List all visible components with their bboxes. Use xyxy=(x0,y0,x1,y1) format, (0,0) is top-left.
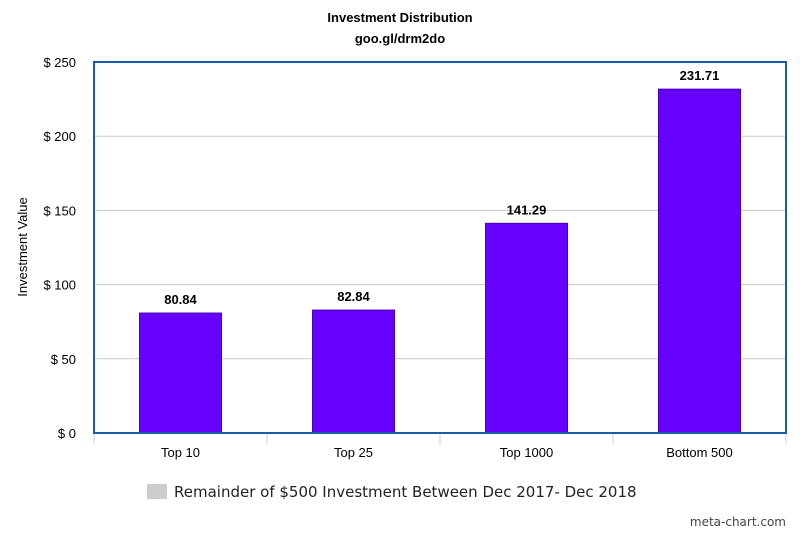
data-labels: 80.84 82.84 141.29 231.71 xyxy=(164,68,719,307)
data-label: 80.84 xyxy=(164,292,197,307)
x-tick-label: Top 25 xyxy=(334,445,373,460)
y-tick-label: $ 200 xyxy=(43,129,76,144)
legend-swatch xyxy=(147,484,167,499)
y-tick-label: $ 150 xyxy=(43,203,76,218)
bar-top-10[interactable] xyxy=(139,312,222,434)
y-tick-label: $ 0 xyxy=(58,426,76,441)
y-tick-label: $ 100 xyxy=(43,278,76,293)
chart-title: Investment Distribution xyxy=(327,10,472,25)
chart-subtitle: goo.gl/drm2do xyxy=(355,31,445,46)
y-axis: $ 0 $ 50 $ 100 $ 150 $ 200 $ 250 xyxy=(43,55,76,441)
bar-bottom-500[interactable] xyxy=(658,88,741,434)
data-label: 141.29 xyxy=(507,202,547,217)
bar-top-25[interactable] xyxy=(312,309,395,434)
y-tick-label: $ 250 xyxy=(43,55,76,70)
y-tick-label: $ 50 xyxy=(51,352,76,367)
x-tick-label: Top 1000 xyxy=(500,445,554,460)
legend-label: Remainder of $500 Investment Between Dec… xyxy=(174,483,637,501)
x-tick-label: Bottom 500 xyxy=(666,445,733,460)
bar-top-1000[interactable] xyxy=(485,222,568,434)
data-label: 231.71 xyxy=(680,68,720,83)
credit-text: meta-chart.com xyxy=(690,515,786,529)
plot-border xyxy=(93,61,787,434)
data-label: 82.84 xyxy=(337,289,370,304)
bars xyxy=(139,88,741,434)
x-tick-label: Top 10 xyxy=(161,445,200,460)
x-axis: Top 10 Top 25 Top 1000 Bottom 500 xyxy=(93,433,787,460)
y-axis-title: Investment Value xyxy=(15,197,30,296)
